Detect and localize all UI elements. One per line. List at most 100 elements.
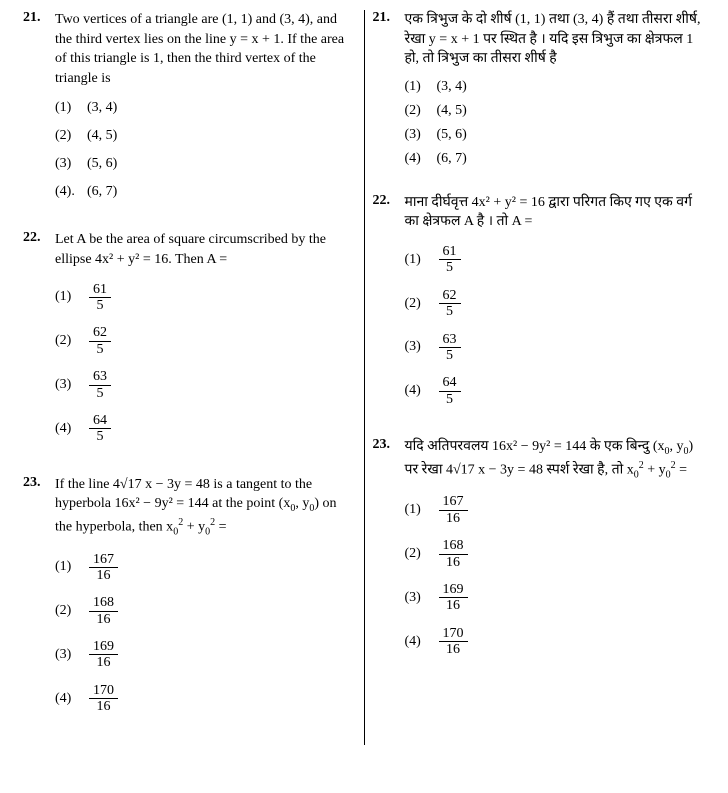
option-1: (1)(3, 4) <box>405 79 706 95</box>
question-number: 21. <box>373 10 405 175</box>
option-number: (1) <box>55 289 87 305</box>
option-number: (2) <box>55 128 87 144</box>
question-22-en: 22. Let A be the area of square circumsc… <box>23 230 356 456</box>
option-number: (1) <box>405 252 437 268</box>
fraction: 615 <box>439 244 461 276</box>
question-body: Two vertices of a triangle are (1, 1) an… <box>55 10 356 212</box>
option-number: (4). <box>55 184 87 200</box>
option-value: (3, 4) <box>87 100 117 116</box>
option-3: (3)635 <box>55 369 356 401</box>
option-number: (4) <box>55 691 87 707</box>
option-4: (4)645 <box>55 413 356 445</box>
option-1: (1)(3, 4) <box>55 100 356 116</box>
question-22-hi: 22. माना दीर्घवृत्त 4x² + y² = 16 द्वारा… <box>373 193 706 419</box>
option-1: (1)615 <box>55 282 356 314</box>
options: (1)615 (2)625 (3)635 (4)645 <box>55 282 356 445</box>
option-number: (1) <box>55 559 87 575</box>
option-number: (2) <box>405 296 437 312</box>
options: (1)16716 (2)16816 (3)16916 (4)17016 <box>405 494 706 657</box>
question-body: यदि अतिपरवलय 16x² − 9y² = 144 के एक बिन्… <box>405 437 706 669</box>
option-1: (1)16716 <box>55 552 356 584</box>
fraction: 645 <box>439 375 461 407</box>
fraction: 17016 <box>439 626 468 658</box>
option-number: (4) <box>405 151 437 167</box>
fraction: 635 <box>439 332 461 364</box>
question-text: Two vertices of a triangle are (1, 1) an… <box>55 10 356 88</box>
fraction: 16916 <box>439 582 468 614</box>
option-2: (2)16816 <box>55 595 356 627</box>
page-container: 21. Two vertices of a triangle are (1, 1… <box>15 10 713 745</box>
option-value: (6, 7) <box>87 184 117 200</box>
question-text: If the line 4√17 x − 3y = 48 is a tangen… <box>55 475 356 540</box>
option-2: (2)625 <box>405 288 706 320</box>
options: (1)16716 (2)16816 (3)16916 (4)17016 <box>55 552 356 715</box>
option-value: (6, 7) <box>437 151 467 167</box>
option-1: (1)615 <box>405 244 706 276</box>
option-3: (3)16916 <box>405 582 706 614</box>
column-english: 21. Two vertices of a triangle are (1, 1… <box>15 10 365 745</box>
option-2: (2)(4, 5) <box>55 128 356 144</box>
option-4: (4)17016 <box>55 683 356 715</box>
option-4: (4).(6, 7) <box>55 184 356 200</box>
option-number: (3) <box>55 377 87 393</box>
options: (1)615 (2)625 (3)635 (4)645 <box>405 244 706 407</box>
option-number: (1) <box>55 100 87 116</box>
option-value: (5, 6) <box>87 156 117 172</box>
question-body: एक त्रिभुज के दो शीर्ष (1, 1) तथा (3, 4)… <box>405 10 706 175</box>
option-number: (2) <box>55 603 87 619</box>
option-4: (4)17016 <box>405 626 706 658</box>
option-value: (4, 5) <box>437 103 467 119</box>
option-number: (4) <box>55 421 87 437</box>
question-text: माना दीर्घवृत्त 4x² + y² = 16 द्वारा परि… <box>405 193 706 232</box>
option-3: (3)(5, 6) <box>55 156 356 172</box>
fraction: 16816 <box>439 538 468 570</box>
option-number: (2) <box>55 333 87 349</box>
question-23-en: 23. If the line 4√17 x − 3y = 48 is a ta… <box>23 475 356 727</box>
option-2: (2)16816 <box>405 538 706 570</box>
option-number: (2) <box>405 546 437 562</box>
question-number: 22. <box>373 193 405 419</box>
option-number: (4) <box>405 634 437 650</box>
question-23-hi: 23. यदि अतिपरवलय 16x² − 9y² = 144 के एक … <box>373 437 706 669</box>
option-number: (3) <box>55 647 87 663</box>
option-4: (4)(6, 7) <box>405 151 706 167</box>
question-text: यदि अतिपरवलय 16x² − 9y² = 144 के एक बिन्… <box>405 437 706 482</box>
option-value: (4, 5) <box>87 128 117 144</box>
question-text: Let A be the area of square circumscribe… <box>55 230 356 269</box>
question-21-hi: 21. एक त्रिभुज के दो शीर्ष (1, 1) तथा (3… <box>373 10 706 175</box>
option-number: (2) <box>405 103 437 119</box>
option-2: (2)625 <box>55 325 356 357</box>
options: (1)(3, 4) (2)(4, 5) (3)(5, 6) (4).(6, 7) <box>55 100 356 200</box>
option-number: (3) <box>405 590 437 606</box>
option-value: (5, 6) <box>437 127 467 143</box>
question-21-en: 21. Two vertices of a triangle are (1, 1… <box>23 10 356 212</box>
option-3: (3)16916 <box>55 639 356 671</box>
option-number: (3) <box>55 156 87 172</box>
option-number: (3) <box>405 127 437 143</box>
option-3: (3)(5, 6) <box>405 127 706 143</box>
option-3: (3)635 <box>405 332 706 364</box>
option-number: (4) <box>405 383 437 399</box>
fraction: 16716 <box>89 552 118 584</box>
question-body: माना दीर्घवृत्त 4x² + y² = 16 द्वारा परि… <box>405 193 706 419</box>
option-4: (4)645 <box>405 375 706 407</box>
fraction: 615 <box>89 282 111 314</box>
fraction: 645 <box>89 413 111 445</box>
option-value: (3, 4) <box>437 79 467 95</box>
option-number: (1) <box>405 79 437 95</box>
fraction: 17016 <box>89 683 118 715</box>
fraction: 635 <box>89 369 111 401</box>
question-text: एक त्रिभुज के दो शीर्ष (1, 1) तथा (3, 4)… <box>405 10 706 69</box>
option-number: (3) <box>405 339 437 355</box>
question-body: If the line 4√17 x − 3y = 48 is a tangen… <box>55 475 356 727</box>
fraction: 16916 <box>89 639 118 671</box>
question-number: 23. <box>373 437 405 669</box>
question-body: Let A be the area of square circumscribe… <box>55 230 356 456</box>
question-number: 23. <box>23 475 55 727</box>
fraction: 625 <box>89 325 111 357</box>
fraction: 16816 <box>89 595 118 627</box>
column-hindi: 21. एक त्रिभुज के दो शीर्ष (1, 1) तथा (3… <box>365 10 714 745</box>
question-number: 21. <box>23 10 55 212</box>
option-1: (1)16716 <box>405 494 706 526</box>
fraction: 625 <box>439 288 461 320</box>
